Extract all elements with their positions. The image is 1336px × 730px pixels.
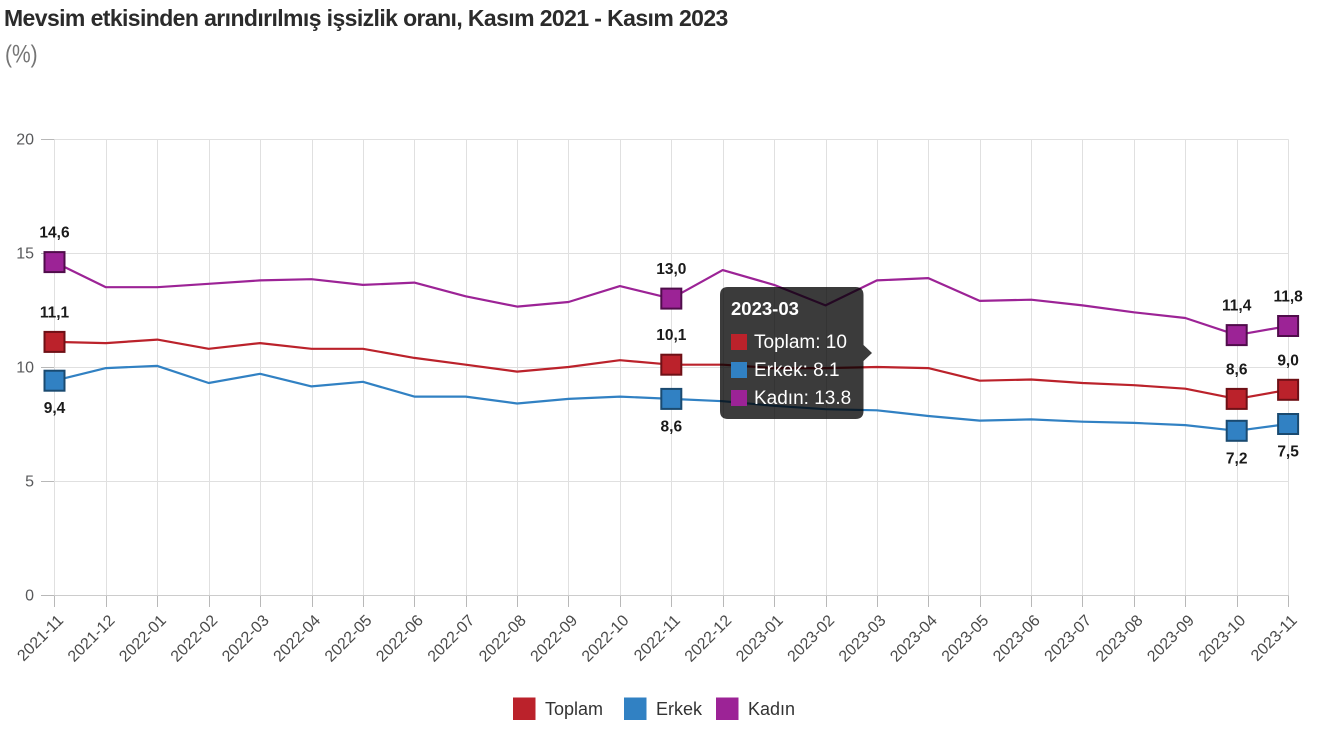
svg-text:20: 20 xyxy=(16,132,34,149)
svg-text:Kadın: Kadın xyxy=(748,699,795,719)
svg-text:Erkek: Erkek xyxy=(656,699,703,719)
svg-text:8,6: 8,6 xyxy=(1226,361,1248,378)
svg-text:7,5: 7,5 xyxy=(1277,444,1299,461)
svg-text:Toplam: Toplam xyxy=(545,699,603,719)
svg-text:8,6: 8,6 xyxy=(661,418,683,435)
svg-text:0: 0 xyxy=(25,588,34,605)
svg-text:15: 15 xyxy=(16,246,34,263)
svg-text:10,1: 10,1 xyxy=(656,327,687,344)
svg-text:11,1: 11,1 xyxy=(40,304,70,321)
svg-text:7,2: 7,2 xyxy=(1226,450,1248,467)
svg-text:5: 5 xyxy=(25,474,34,491)
svg-text:13,0: 13,0 xyxy=(656,261,686,278)
svg-text:14,6: 14,6 xyxy=(39,225,70,242)
svg-text:9,4: 9,4 xyxy=(44,400,66,417)
svg-text:Erkek: 8.1: Erkek: 8.1 xyxy=(754,360,840,381)
svg-text:2023-03: 2023-03 xyxy=(731,298,799,319)
svg-text:Kadın: 13.8: Kadın: 13.8 xyxy=(754,388,851,409)
svg-text:Toplam: 10: Toplam: 10 xyxy=(754,332,847,353)
svg-text:11,4: 11,4 xyxy=(1222,298,1252,315)
svg-text:10: 10 xyxy=(16,360,34,377)
svg-text:9,0: 9,0 xyxy=(1277,352,1299,369)
svg-text:11,8: 11,8 xyxy=(1273,289,1303,306)
